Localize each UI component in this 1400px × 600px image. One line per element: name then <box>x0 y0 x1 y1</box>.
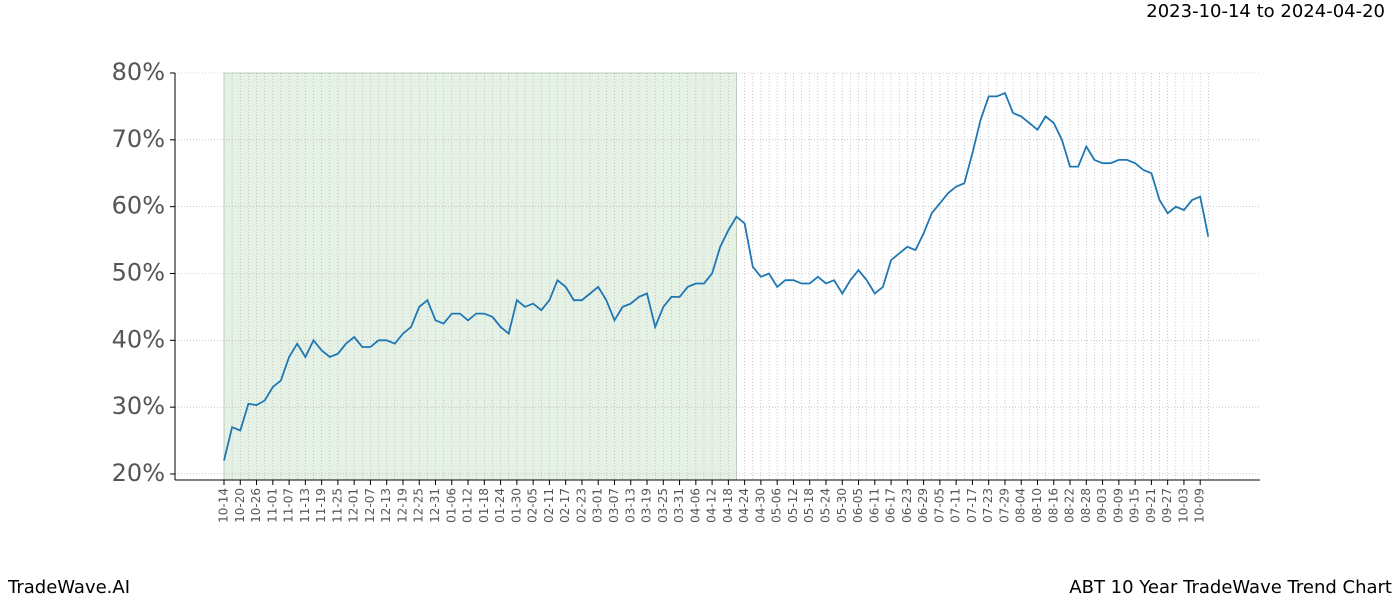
chart-title: ABT 10 Year TradeWave Trend Chart <box>1069 577 1392 598</box>
x-tick-label: 09-21 <box>1144 488 1158 523</box>
x-tick-label: 02-11 <box>542 488 556 523</box>
y-tick-label: 30% <box>112 392 165 420</box>
x-tick-label: 04-18 <box>721 488 735 523</box>
x-tick-label: 10-26 <box>249 488 263 523</box>
x-tick-label: 10-14 <box>217 488 231 523</box>
x-tick-label: 09-03 <box>1095 488 1109 523</box>
brand: TradeWave.AI <box>7 577 130 598</box>
date-range: 2023-10-14 to 2024-04-20 <box>1146 1 1385 22</box>
x-tick-label: 07-29 <box>997 488 1011 523</box>
y-tick-label: 20% <box>112 459 165 487</box>
x-tick-label: 07-17 <box>965 488 979 523</box>
x-tick-label: 09-27 <box>1160 488 1174 523</box>
x-tick-label: 11-25 <box>330 488 344 523</box>
x-tick-label: 03-01 <box>591 488 605 523</box>
x-tick-label: 07-05 <box>932 488 946 523</box>
x-tick-label: 03-25 <box>656 488 670 523</box>
y-tick-label: 50% <box>112 258 165 286</box>
x-tick-label: 01-24 <box>493 488 507 523</box>
x-tick-label: 01-06 <box>444 488 458 523</box>
x-tick-label: 11-19 <box>314 488 328 523</box>
x-tick-label: 12-31 <box>428 488 442 523</box>
x-tick-label: 10-20 <box>233 488 247 523</box>
x-tick-label: 05-24 <box>818 488 832 523</box>
x-tick-label: 05-12 <box>786 488 800 523</box>
x-tick-label: 08-22 <box>1063 488 1077 523</box>
x-tick-label: 04-30 <box>753 488 767 523</box>
x-tick-label: 10-03 <box>1176 488 1190 523</box>
x-tick-label: 12-19 <box>395 488 409 523</box>
x-tick-label: 09-09 <box>1111 488 1125 523</box>
x-tick-label: 12-13 <box>379 488 393 523</box>
x-tick-label: 01-18 <box>477 488 491 523</box>
x-tick-label: 11-13 <box>298 488 312 523</box>
y-tick-label: 80% <box>112 58 165 86</box>
x-tick-label: 08-28 <box>1079 488 1093 523</box>
x-tick-label: 03-31 <box>672 488 686 523</box>
x-tick-label: 03-07 <box>607 488 621 523</box>
line-series <box>223 91 1210 461</box>
y-tick-label: 70% <box>112 125 165 153</box>
shaded-range <box>223 72 737 481</box>
x-tick-label: 05-06 <box>770 488 784 523</box>
x-tick-label: 11-07 <box>282 488 296 523</box>
x-tick-label: 06-11 <box>867 488 881 523</box>
x-tick-label: 07-23 <box>981 488 995 523</box>
x-tick-label: 12-01 <box>347 488 361 523</box>
x-tick-label: 05-30 <box>835 488 849 523</box>
x-tick-label: 05-18 <box>802 488 816 523</box>
x-tick-label: 01-30 <box>509 488 523 523</box>
x-tick-label: 02-05 <box>526 488 540 523</box>
x-tick-label: 10-09 <box>1193 488 1207 523</box>
x-tick-label: 08-16 <box>1046 488 1060 523</box>
x-tick-label: 08-10 <box>1030 488 1044 523</box>
x-tick-label: 09-15 <box>1128 488 1142 523</box>
x-tick-label: 12-07 <box>363 488 377 523</box>
x-tick-label: 04-24 <box>737 488 751 523</box>
x-tick-label: 04-12 <box>705 488 719 523</box>
x-tick-label: 06-23 <box>900 488 914 523</box>
y-tick-label: 60% <box>112 192 165 220</box>
x-tick-label: 03-13 <box>623 488 637 523</box>
x-tick-label: 04-06 <box>688 488 702 523</box>
x-tick-label: 01-12 <box>461 488 475 523</box>
x-tick-label: 08-04 <box>1014 488 1028 523</box>
y-tick-label: 40% <box>112 325 165 353</box>
x-tick-label: 11-01 <box>265 488 279 523</box>
x-tick-label: 12-25 <box>412 488 426 523</box>
x-tick-label: 02-23 <box>574 488 588 523</box>
x-tick-label: 06-05 <box>851 488 865 523</box>
x-tick-label: 06-17 <box>884 488 898 523</box>
x-tick-label: 06-29 <box>916 488 930 523</box>
x-tick-label: 02-17 <box>558 488 572 523</box>
x-tick-label: 07-11 <box>949 488 963 523</box>
x-tick-label: 03-19 <box>640 488 654 523</box>
